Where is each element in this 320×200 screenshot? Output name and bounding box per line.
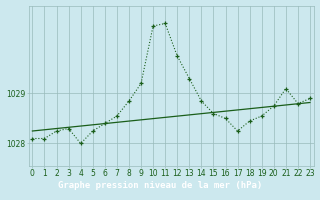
Text: Graphe pression niveau de la mer (hPa): Graphe pression niveau de la mer (hPa) bbox=[58, 182, 262, 190]
